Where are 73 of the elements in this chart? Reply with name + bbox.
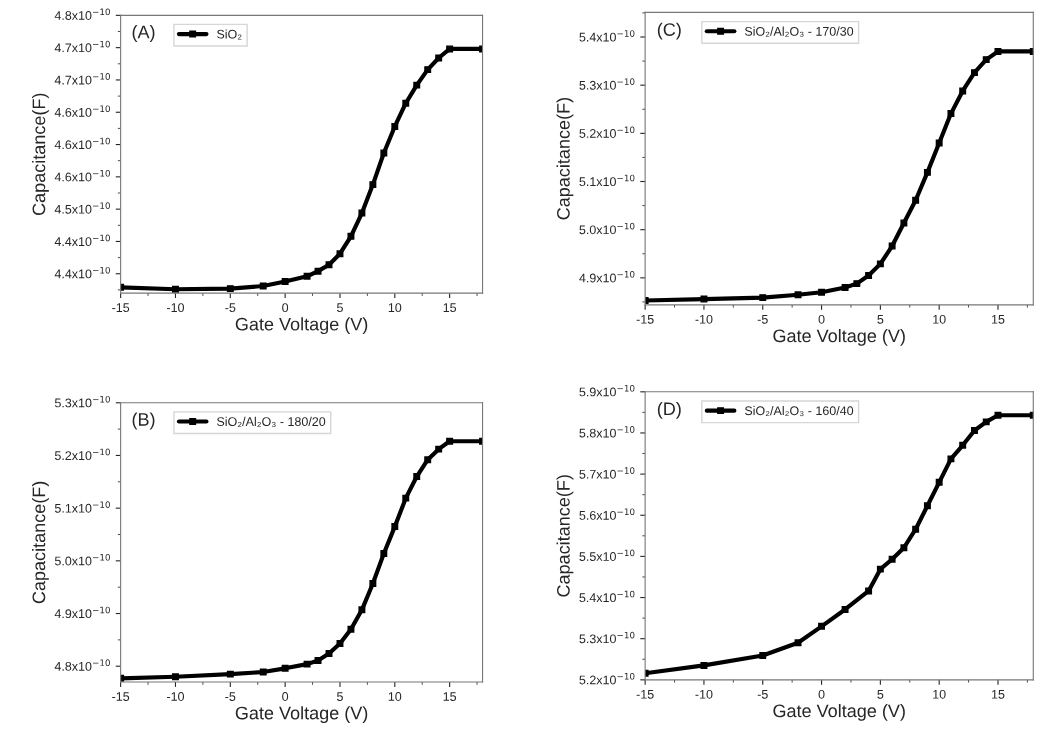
y-tick-label: 4.8x10$^{−10}$ xyxy=(54,8,110,20)
y-tick-label: 5.1x10$^{−10}$ xyxy=(579,174,635,187)
x-tick-label: -15 xyxy=(636,315,654,324)
x-tick-label: -15 xyxy=(112,303,130,313)
y-tick-label: 5.3x10$^{−10}$ xyxy=(579,78,635,90)
x-tick-label: 5 xyxy=(337,303,343,313)
y-tick-label: 5.0x10$^{−10}$ xyxy=(579,222,635,235)
x-tick-label: -5 xyxy=(757,690,768,699)
y-axis-title: Capacitance(F) xyxy=(32,481,49,604)
y-tick-label: 4.9x10$^{−10}$ xyxy=(54,606,110,619)
y-tick-label: 5.7x10$^{−10}$ xyxy=(579,467,635,479)
y-tick-label: 5.6x10$^{−10}$ xyxy=(579,508,635,520)
y-tick-label: 5.2x10$^{−10}$ xyxy=(54,448,110,461)
x-tick-label: -5 xyxy=(225,303,236,313)
y-tick-label: 5.4x10$^{−10}$ xyxy=(579,30,635,42)
y-tick-label: 4.7x10$^{−10}$ xyxy=(54,73,110,85)
x-tick-label: 15 xyxy=(443,692,457,701)
y-axis-title: Capacitance(F) xyxy=(556,98,574,220)
y-tick-label: 4.4x10$^{−10}$ xyxy=(54,266,110,279)
x-tick-label: -10 xyxy=(695,314,713,324)
x-tick-label: 0 xyxy=(282,303,289,313)
y-tick-label: 4.7x10$^{−10}$ xyxy=(54,40,110,53)
x-tick-label: 15 xyxy=(443,303,457,313)
x-tick-label: -10 xyxy=(166,303,185,313)
x-axis-title: Gate Voltage (V) xyxy=(235,317,368,335)
x-tick-label: -5 xyxy=(757,315,768,324)
y-tick-label: 4.8x10$^{−10}$ xyxy=(54,659,110,671)
legend-label: SiO₂/Al₂O₃ - 170/30 xyxy=(744,26,854,37)
y-tick-label: 5.4x10$^{−10}$ xyxy=(579,590,635,603)
y-tick-label: 4.4x10$^{−10}$ xyxy=(54,234,110,247)
x-tick-label: 0 xyxy=(818,314,825,324)
x-tick-label: 10 xyxy=(933,689,946,699)
y-tick-label: 5.8x10$^{−10}$ xyxy=(579,426,635,438)
x-tick-label: 10 xyxy=(933,314,946,324)
x-tick-label: -5 xyxy=(225,692,236,701)
x-tick-label: 10 xyxy=(388,303,402,313)
x-tick-label: 5 xyxy=(877,690,884,699)
y-tick-label: 5.1x10$^{−10}$ xyxy=(54,501,110,513)
y-tick-label: 5.2x10$^{−10}$ xyxy=(579,672,635,685)
x-tick-label: 5 xyxy=(337,692,343,701)
y-tick-label: 4.9x10$^{−10}$ xyxy=(579,271,635,283)
y-tick-label: 5.5x10$^{−10}$ xyxy=(579,549,635,561)
y-axis-title: Capacitance(F) xyxy=(32,93,49,216)
x-axis-title: Gate Voltage (V) xyxy=(773,328,905,346)
y-tick-label: 4.6x10$^{−10}$ xyxy=(54,170,110,182)
y-tick-label: 5.0x10$^{−10}$ xyxy=(54,554,110,566)
y-tick-label: 5.2x10$^{−10}$ xyxy=(579,126,635,138)
y-tick-label: 4.6x10$^{−10}$ xyxy=(54,137,110,150)
y-tick-label: 4.6x10$^{−10}$ xyxy=(54,105,110,117)
x-axis-title: Gate Voltage (V) xyxy=(235,706,368,724)
annotation: (A) xyxy=(132,25,155,42)
y-tick-label: 4.5x10$^{−10}$ xyxy=(54,202,110,214)
x-tick-label: 0 xyxy=(282,692,289,701)
x-tick-label: -15 xyxy=(112,692,130,701)
y-axis-title: Capacitance(F) xyxy=(556,475,574,597)
x-tick-label: -10 xyxy=(695,689,713,699)
x-tick-label: -15 xyxy=(636,690,654,699)
x-tick-label: 5 xyxy=(877,315,884,324)
annotation: (D) xyxy=(657,401,681,419)
x-tick-label: 15 xyxy=(991,690,1005,699)
y-tick-label: 5.3x10$^{−10}$ xyxy=(579,631,635,644)
x-tick-label: 10 xyxy=(388,692,402,701)
annotation: (B) xyxy=(132,412,155,430)
x-tick-label: 15 xyxy=(991,315,1005,324)
legend-label: SiO₂/Al₂O₃ - 160/40 xyxy=(744,405,854,417)
x-axis-title: Gate Voltage (V) xyxy=(773,703,905,721)
legend-label: SiO₂ xyxy=(217,29,242,40)
y-tick-label: 5.9x10$^{−10}$ xyxy=(579,384,635,397)
legend-label: SiO₂/Al₂O₃ - 180/20 xyxy=(217,416,326,428)
x-tick-label: 0 xyxy=(818,689,825,699)
y-tick-label: 5.3x10$^{−10}$ xyxy=(54,395,110,408)
annotation: (C) xyxy=(657,22,681,40)
x-tick-label: -10 xyxy=(166,692,185,701)
